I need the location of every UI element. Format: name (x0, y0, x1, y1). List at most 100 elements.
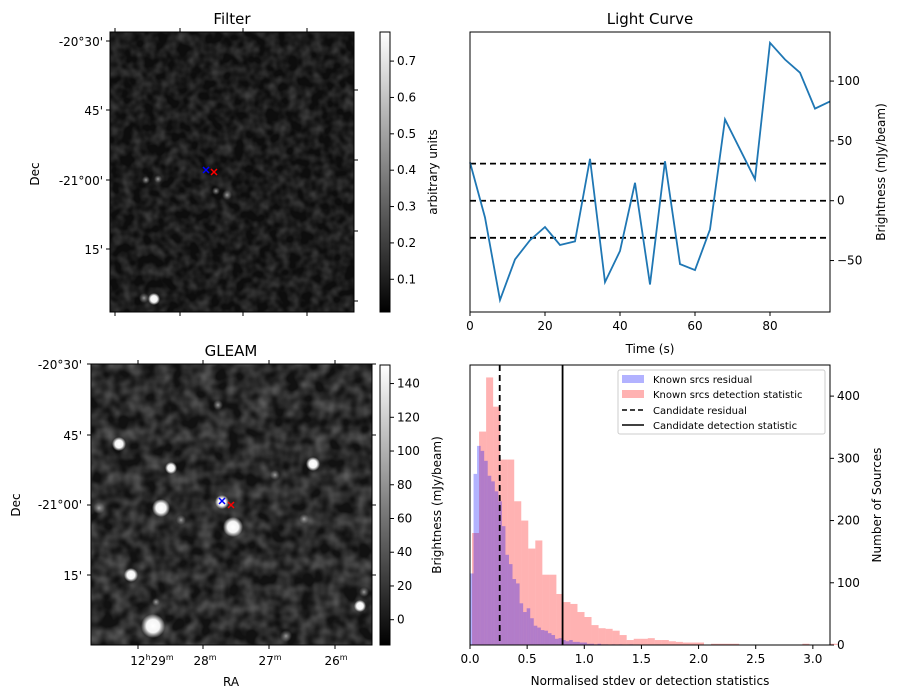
histogram-residual-bar (572, 641, 577, 645)
histogram-detection-bar (640, 638, 648, 645)
gleam-faint-source (213, 400, 223, 410)
histogram-xtick-label: 0.5 (518, 652, 537, 666)
gleam-colorbar: 0 20 40 60 80 100 120 140 Brightness (mJy/beam) (379, 364, 444, 646)
filter-colorbar-tick-label: 0.7 (397, 54, 416, 68)
histogram-residual-bar (491, 481, 495, 645)
histogram-xtick-label: 1.0 (575, 652, 594, 666)
gleam-ytick-label: 15' (63, 569, 82, 583)
histogram-residual-bar (576, 641, 580, 645)
histogram-detection-bar (514, 501, 522, 645)
histogram-candidate-lines (498, 365, 564, 645)
gleam-faint-source (176, 515, 186, 525)
histogram-detection-bar (598, 628, 606, 645)
gleam-colorbar-tick-label: 80 (397, 478, 412, 492)
gleam-colorbar-tick-label: 120 (397, 410, 420, 424)
gleam-candidate-blue-marker (218, 497, 226, 505)
histogram-detection-bar (654, 640, 662, 645)
gleam-xtick-label: 28m (193, 653, 216, 668)
gleam-y-axis: -20°30' 45' -21°00' 15' Dec (9, 358, 82, 583)
histogram-xtick-label: 2.5 (746, 652, 765, 666)
filter-colorbar-tick-label: 0.3 (397, 200, 416, 214)
filter-colorbar-tick-label: 0.1 (397, 272, 416, 286)
histogram-detection-bar (661, 640, 669, 645)
gleam-ylabel: Dec (9, 493, 23, 516)
gleam-faint-source (299, 514, 309, 524)
filter-candidate-blue-marker (202, 166, 210, 174)
light-curve-xtick-label: 60 (687, 319, 702, 333)
filter-image (109, 31, 355, 313)
histogram-legend: Known srcs residual Known srcs detection… (617, 369, 826, 435)
histogram-detection-bar (626, 640, 634, 645)
histogram-residual-bar (494, 491, 499, 645)
light-curve-title: Light Curve (607, 10, 693, 28)
histogram-residual-bar (473, 473, 478, 645)
light-curve-x-axis: 0 20 40 60 80 (466, 312, 778, 333)
light-curve-threshold-lines (470, 162, 830, 239)
gleam-axis-ticks (87, 360, 376, 649)
histogram-residual-bar (547, 633, 552, 645)
filter-panel: Filter -20°30' 45' -21°00' 15' Dec (28, 10, 440, 316)
histogram-axes-frame (469, 364, 831, 646)
histogram-detection-bar (479, 431, 487, 645)
histogram-residual-bar (519, 603, 524, 645)
histogram-residual-bar (565, 641, 570, 645)
filter-source (148, 293, 160, 305)
gleam-colorbar-tick-label: 140 (397, 377, 420, 391)
histogram-residual-bar (498, 501, 502, 645)
filter-colorbar-tick-label: 0.5 (397, 127, 416, 141)
filter-source (222, 190, 232, 200)
histogram-residual-bar (470, 573, 474, 645)
gleam-title: GLEAM (205, 342, 258, 360)
histogram-detection-bar (528, 548, 536, 645)
filter-axis-ticks (106, 28, 358, 316)
light-curve-ytick-label: 100 (837, 74, 860, 88)
filter-source (212, 187, 220, 195)
histogram-detection-bar (633, 638, 641, 645)
legend-residual-swatch (622, 375, 644, 383)
gleam-bright-source (152, 499, 170, 517)
filter-title: Filter (213, 10, 251, 28)
gleam-faint-source (280, 630, 292, 642)
gleam-colorbar-label: Brightness (mJy/beam) (430, 436, 444, 574)
filter-ytick-label: -21°00' (59, 174, 103, 188)
gleam-colorbar-tick-label: 60 (397, 511, 412, 525)
gleam-bright-source (165, 462, 177, 474)
histogram-residual-bar (562, 640, 566, 645)
histogram-detection-bar (675, 641, 683, 645)
histogram-detection-statistic-bars (472, 377, 838, 645)
histogram-detection-bar (647, 638, 655, 645)
histogram-panel: 0.0 0.5 1.0 1.5 2.0 2.5 3.0 0 100 200 300 400 Norm… (460, 364, 884, 688)
histogram-detection-bar (500, 459, 508, 645)
histogram-detection-bar (718, 643, 726, 645)
histogram-residual-bar (597, 643, 602, 645)
filter-colorbar-label: arbitrary units (426, 129, 440, 215)
filter-colorbar-tick-label: 0.4 (397, 163, 416, 177)
legend-label: Known srcs detection statistic (653, 390, 802, 401)
filter-colorbar: 0.1 0.2 0.3 0.4 0.5 0.6 0.7 arbitrary units (379, 31, 440, 313)
histogram-residual-bar (501, 526, 506, 645)
histogram-residual-bar (484, 460, 488, 645)
histogram-residual-bar (526, 608, 531, 645)
histogram-residual-bar (508, 564, 513, 645)
legend-label: Candidate residual (653, 406, 747, 417)
gleam-ytick-label: -21°00' (38, 498, 82, 512)
filter-source (142, 176, 150, 184)
histogram-residual-bar (480, 450, 485, 645)
gleam-xtick-label: 26m (324, 653, 347, 668)
filter-colorbar-tick-label: 0.6 (397, 90, 416, 104)
gleam-colorbar-tick-label: 100 (397, 444, 420, 458)
histogram-residual-bar (558, 638, 563, 645)
histogram-detection-bar (556, 593, 564, 645)
histogram-detection-bar (577, 612, 585, 645)
histogram-residual-bar (583, 642, 587, 645)
filter-source (154, 175, 162, 183)
histogram-ylabel: Number of Sources (870, 448, 884, 563)
histogram-residual-bar (551, 635, 556, 645)
gleam-faint-source (359, 587, 369, 597)
light-curve-ylabel: Brightness (mJy/beam) (874, 103, 888, 241)
gleam-bright-source (223, 517, 243, 537)
histogram-ytick-label: 300 (837, 451, 860, 465)
histogram-residual-bar (569, 640, 573, 645)
histogram-detection-bar (696, 642, 704, 645)
